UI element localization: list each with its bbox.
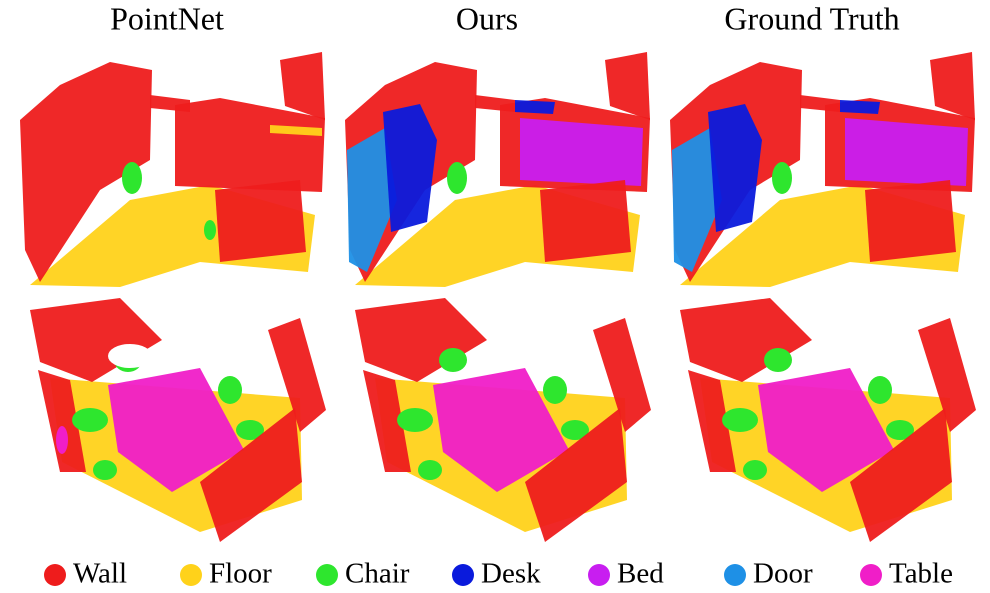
segment-region xyxy=(850,408,952,542)
segment-region xyxy=(688,370,736,472)
point-cloud-panel xyxy=(20,52,326,542)
segment-region xyxy=(680,298,812,382)
segment-region xyxy=(764,348,792,372)
segment-region xyxy=(540,180,631,262)
segment-region xyxy=(280,52,325,120)
segment-region xyxy=(363,370,411,472)
segment-region xyxy=(561,420,589,440)
segment-region xyxy=(355,298,487,382)
segment-region xyxy=(868,376,892,404)
segment-region xyxy=(383,104,437,232)
segment-region xyxy=(525,408,627,542)
legend-label: Chair xyxy=(345,558,410,590)
legend-label: Desk xyxy=(481,558,541,590)
column-title: PointNet xyxy=(110,0,224,36)
legend-label: Wall xyxy=(73,558,127,590)
legend-swatch xyxy=(316,564,338,586)
segment-region xyxy=(772,162,792,194)
segment-region xyxy=(347,128,397,272)
segment-region xyxy=(800,95,840,112)
segment-region xyxy=(20,62,152,282)
segment-region xyxy=(722,408,758,432)
segment-region xyxy=(204,220,216,240)
segment-region xyxy=(743,460,767,480)
segment-region xyxy=(200,408,302,542)
segment-region xyxy=(418,460,442,480)
segment-region xyxy=(93,460,117,480)
legend-swatch xyxy=(452,564,474,586)
point-cloud-panel xyxy=(345,52,651,542)
segment-region xyxy=(758,368,894,492)
legend-swatch xyxy=(44,564,66,586)
column-title: Ours xyxy=(456,0,518,36)
segment-region xyxy=(108,368,244,492)
segment-region xyxy=(38,370,86,472)
segment-region xyxy=(236,420,264,440)
segment-region xyxy=(930,52,975,120)
segment-region xyxy=(175,98,325,192)
legend-swatch xyxy=(180,564,202,586)
segment-region xyxy=(150,95,190,112)
segment-region xyxy=(520,118,643,186)
segment-hole xyxy=(108,344,152,368)
segment-region xyxy=(845,118,968,186)
segment-region xyxy=(708,104,762,232)
segment-region xyxy=(605,52,650,120)
segment-region xyxy=(840,100,880,114)
legend-swatch xyxy=(860,564,882,586)
segment-region xyxy=(865,180,956,262)
segment-region xyxy=(439,348,467,372)
segment-region xyxy=(30,298,162,382)
segment-region xyxy=(515,100,555,114)
column-title: Ground Truth xyxy=(724,0,899,36)
legend-label: Table xyxy=(889,558,953,590)
segment-region xyxy=(56,426,68,454)
segment-region xyxy=(475,95,515,112)
legend-swatch xyxy=(724,564,746,586)
segment-region xyxy=(218,376,242,404)
segment-region xyxy=(447,162,467,194)
legend-label: Bed xyxy=(617,558,664,590)
segment-region xyxy=(918,318,976,432)
segment-region xyxy=(433,368,569,492)
legend-label: Door xyxy=(753,558,813,590)
point-cloud-panel xyxy=(670,52,976,542)
segment-region xyxy=(270,125,322,136)
segment-region xyxy=(886,420,914,440)
segment-region xyxy=(215,180,306,262)
segment-region xyxy=(543,376,567,404)
segment-region xyxy=(593,318,651,432)
segment-region xyxy=(672,128,722,272)
legend-swatch xyxy=(588,564,610,586)
segment-region xyxy=(122,162,142,194)
segment-region xyxy=(72,408,108,432)
segment-region xyxy=(397,408,433,432)
legend-label: Floor xyxy=(209,558,272,590)
segment-region xyxy=(268,318,326,432)
